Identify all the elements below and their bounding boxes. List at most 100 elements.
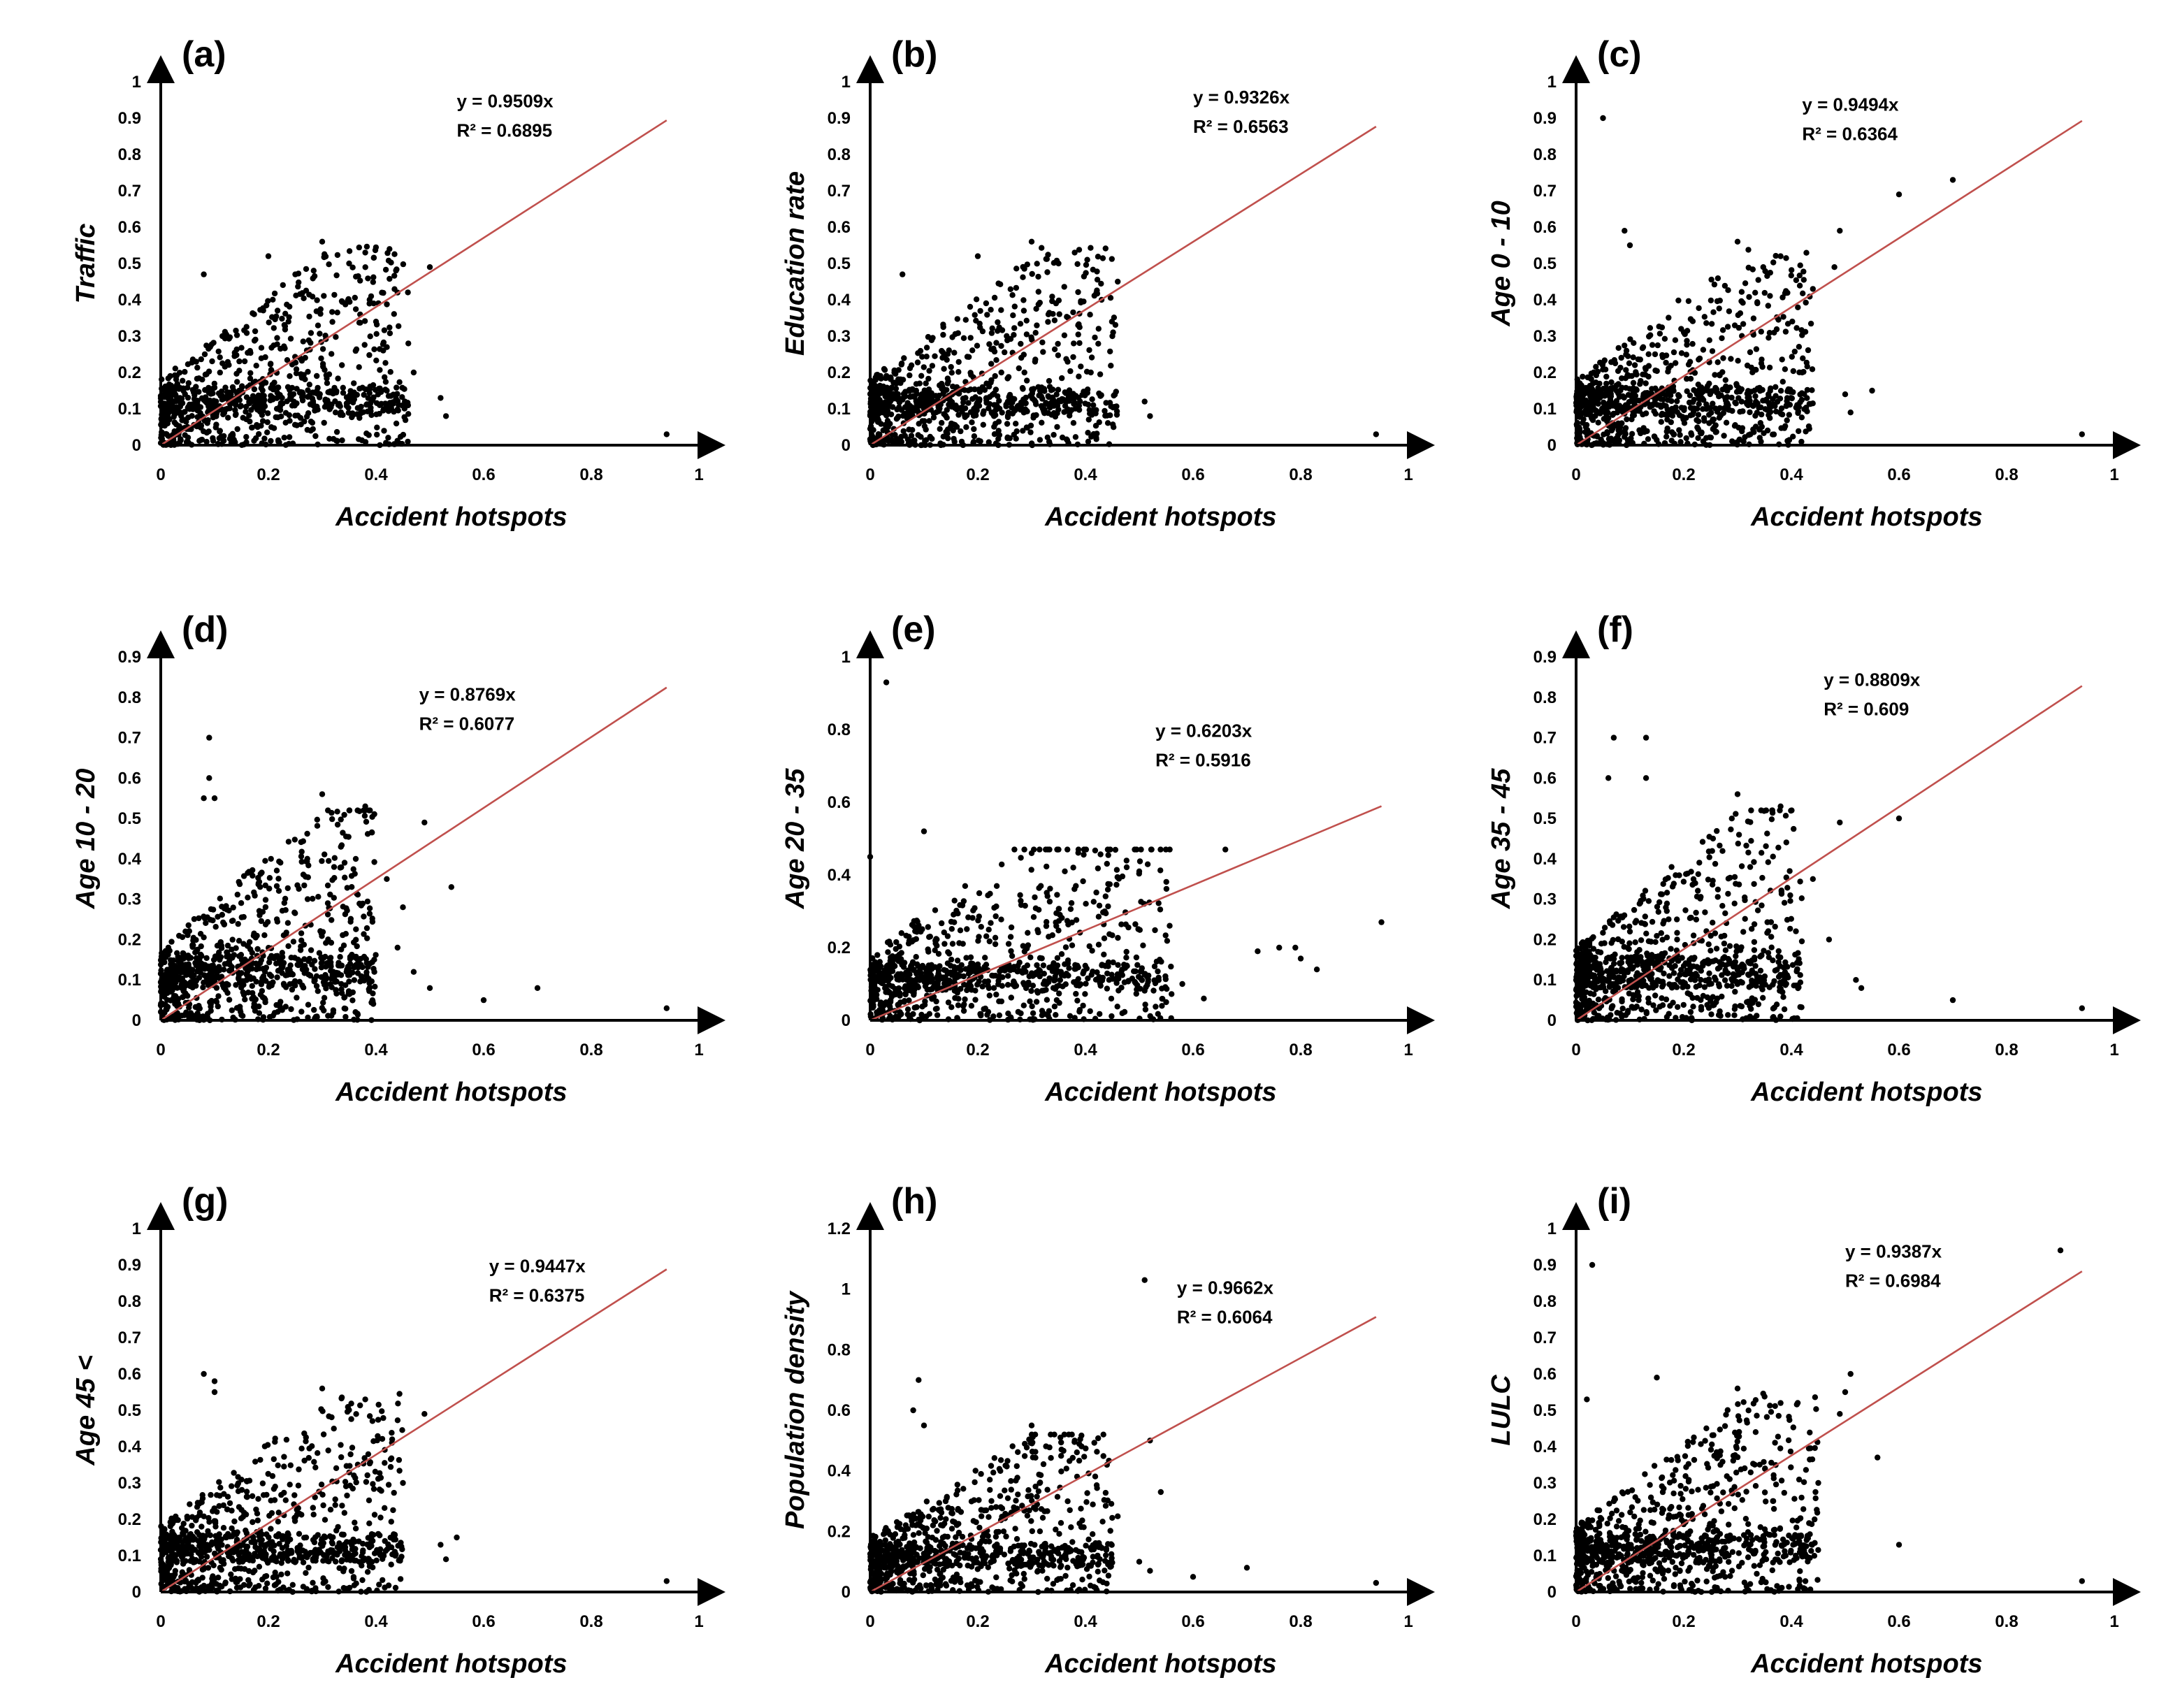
data-point <box>1707 391 1713 398</box>
data-point <box>968 987 975 993</box>
data-point <box>1055 340 1061 347</box>
data-point <box>394 944 400 951</box>
data-point <box>295 283 301 290</box>
data-point <box>317 331 323 337</box>
data-point <box>319 791 326 797</box>
data-point <box>1633 386 1640 393</box>
data-point <box>967 386 974 393</box>
data-point <box>324 380 331 386</box>
y-tick-label: 0.1 <box>118 400 141 419</box>
data-point <box>1024 261 1031 268</box>
data-point <box>385 393 392 399</box>
data-point <box>1803 405 1810 411</box>
data-point <box>1049 294 1055 300</box>
data-point <box>266 885 273 892</box>
data-point <box>1784 395 1791 401</box>
data-point <box>920 828 927 834</box>
data-point <box>940 321 946 328</box>
data-point <box>1123 864 1130 871</box>
data-point <box>368 829 375 836</box>
data-point <box>1035 289 1042 295</box>
data-point <box>271 290 278 297</box>
data-point <box>304 426 310 433</box>
data-point <box>920 364 927 370</box>
data-point <box>1109 333 1116 340</box>
data-point <box>276 858 282 864</box>
data-point <box>1637 356 1643 363</box>
data-point <box>1122 921 1129 927</box>
data-point <box>1011 325 1018 331</box>
data-point <box>1797 878 1803 885</box>
data-point <box>238 1008 244 1015</box>
data-point <box>921 418 927 424</box>
data-point <box>1123 948 1129 955</box>
data-point <box>1603 373 1610 380</box>
data-point <box>1652 351 1659 358</box>
data-point <box>254 424 261 430</box>
data-point <box>1751 881 1757 888</box>
x-tick-label: 0.4 <box>1074 1041 1097 1059</box>
data-point <box>314 372 320 379</box>
data-point <box>337 962 344 969</box>
data-point <box>1593 363 1599 370</box>
data-point <box>1642 380 1649 386</box>
data-point <box>298 1008 305 1015</box>
data-point <box>1755 277 1761 283</box>
data-point <box>391 311 397 317</box>
data-point <box>883 679 890 686</box>
data-point <box>1663 934 1670 941</box>
data-point <box>932 947 938 954</box>
data-point <box>1051 1004 1058 1010</box>
y-axis-label: Education rate <box>781 171 810 356</box>
data-point <box>287 967 293 974</box>
data-point <box>1023 424 1030 430</box>
data-point <box>1136 927 1143 933</box>
data-point <box>166 416 173 423</box>
data-point <box>878 399 885 406</box>
data-point <box>893 380 900 386</box>
data-point <box>1115 934 1121 941</box>
data-point <box>268 361 274 367</box>
data-point <box>255 398 261 405</box>
data-point <box>399 384 405 391</box>
data-point <box>337 864 343 871</box>
data-point <box>222 384 229 391</box>
data-point <box>1766 330 1773 336</box>
data-point <box>341 860 348 866</box>
data-point <box>301 295 307 301</box>
data-point <box>1087 1008 1093 1015</box>
data-point <box>909 939 916 945</box>
data-point <box>205 389 212 396</box>
data-point <box>1728 356 1734 362</box>
data-point <box>264 419 270 426</box>
data-point <box>995 428 1002 434</box>
data-point <box>944 430 951 437</box>
data-point <box>1136 858 1143 864</box>
data-point <box>1027 954 1034 961</box>
data-point <box>978 924 985 930</box>
data-point <box>320 999 326 1006</box>
data-point <box>1016 365 1023 372</box>
data-point <box>262 354 268 361</box>
data-point <box>907 971 913 978</box>
data-point <box>1585 388 1591 394</box>
y-tick-label: 0.2 <box>828 363 851 382</box>
data-point <box>396 379 403 385</box>
data-point <box>1676 427 1682 433</box>
scatter-panel: (f)0 0.2 0.4 0.6 0.8 100.10.20.30.40.50.60.70… <box>1487 609 2141 1107</box>
data-point <box>333 987 339 994</box>
data-point <box>349 264 356 270</box>
data-point <box>261 400 267 407</box>
data-point <box>1020 307 1027 314</box>
data-point <box>976 389 983 395</box>
data-point <box>329 309 335 315</box>
data-point <box>663 431 670 437</box>
data-point <box>1701 314 1707 320</box>
data-point <box>1023 985 1030 992</box>
data-point <box>217 940 224 946</box>
data-point <box>953 424 960 430</box>
data-point <box>212 924 219 930</box>
data-point <box>381 428 387 434</box>
data-point <box>990 345 997 352</box>
data-point <box>1658 404 1664 410</box>
